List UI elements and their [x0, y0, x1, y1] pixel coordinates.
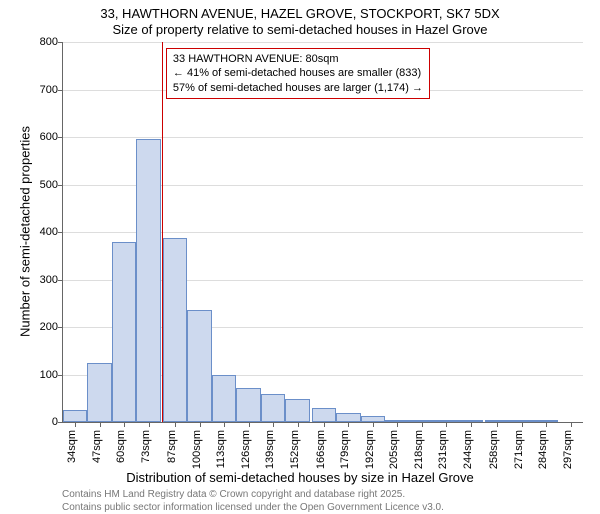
reference-line [162, 42, 163, 422]
chart-title-sub: Size of property relative to semi-detach… [0, 22, 600, 37]
property-size-histogram: 33, HAWTHORN AVENUE, HAZEL GROVE, STOCKP… [0, 0, 600, 500]
y-tick-label: 400 [18, 226, 58, 238]
histogram-bar [336, 413, 360, 423]
histogram-bar [361, 416, 385, 422]
histogram-bar [410, 420, 434, 422]
histogram-bar [510, 420, 534, 422]
histogram-bar [385, 420, 409, 422]
y-tick-label: 600 [18, 131, 58, 143]
histogram-bar [236, 388, 260, 422]
histogram-bar [187, 310, 211, 422]
y-tick-label: 200 [18, 321, 58, 333]
histogram-bar [112, 242, 136, 422]
histogram-bar [163, 238, 187, 422]
attribution-line2: Contains public sector information licen… [62, 501, 444, 514]
chart-title-main: 33, HAWTHORN AVENUE, HAZEL GROVE, STOCKP… [0, 6, 600, 21]
histogram-bar [459, 420, 483, 422]
histogram-bar [285, 399, 309, 422]
y-tick-label: 500 [18, 179, 58, 191]
grid-line [63, 137, 583, 138]
histogram-bar [485, 420, 509, 422]
histogram-bar [212, 375, 236, 422]
histogram-bar [261, 394, 285, 422]
y-tick-label: 100 [18, 369, 58, 381]
y-tick-label: 0 [18, 416, 58, 428]
histogram-bar [534, 420, 558, 422]
histogram-bar [434, 420, 458, 422]
attribution-line1: Contains HM Land Registry data © Crown c… [62, 488, 444, 501]
x-axis-label: Distribution of semi-detached houses by … [0, 470, 600, 485]
annotation-line1: 33 HAWTHORN AVENUE: 80sqm [173, 52, 423, 66]
histogram-bar [87, 363, 111, 422]
annotation-line2: ← 41% of semi-detached houses are smalle… [173, 66, 423, 80]
annotation-box: 33 HAWTHORN AVENUE: 80sqm ← 41% of semi-… [166, 48, 430, 99]
attribution-text: Contains HM Land Registry data © Crown c… [62, 488, 444, 514]
grid-line [63, 42, 583, 43]
y-tick-label: 800 [18, 36, 58, 48]
histogram-bar [136, 139, 160, 422]
annotation-line3: 57% of semi-detached houses are larger (… [173, 81, 423, 95]
histogram-bar [63, 410, 87, 422]
histogram-bar [312, 408, 336, 422]
y-tick-label: 700 [18, 84, 58, 96]
plot-area: 33 HAWTHORN AVENUE: 80sqm ← 41% of semi-… [62, 42, 583, 423]
y-tick-label: 300 [18, 274, 58, 286]
